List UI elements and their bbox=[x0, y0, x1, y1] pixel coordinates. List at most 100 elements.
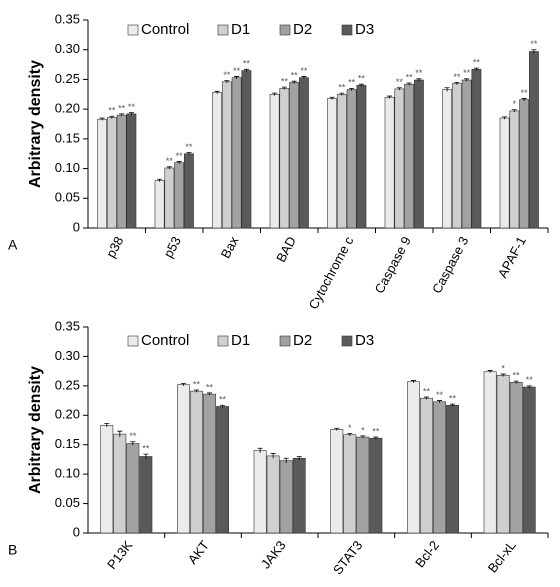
significance-mark: ** bbox=[128, 102, 136, 112]
significance-mark: ** bbox=[513, 371, 521, 381]
significance-mark: ** bbox=[300, 66, 308, 76]
legend-label: D3 bbox=[355, 21, 374, 38]
significance-mark: ** bbox=[281, 77, 289, 87]
y-tick-label: 0.10 bbox=[55, 466, 80, 481]
error-bar bbox=[531, 49, 537, 54]
error-bar bbox=[339, 92, 345, 96]
error-bar bbox=[347, 433, 353, 436]
error-bar bbox=[257, 447, 263, 453]
bar bbox=[241, 70, 252, 229]
significance-mark: ** bbox=[396, 77, 404, 87]
bar bbox=[404, 83, 415, 229]
x-tick-label: AKT bbox=[185, 538, 212, 567]
legend-swatch bbox=[279, 24, 291, 36]
bar bbox=[266, 455, 280, 534]
bar bbox=[113, 433, 127, 534]
legend-swatch bbox=[217, 335, 229, 347]
bar bbox=[336, 93, 347, 229]
y-axis-label: Arbitrary density bbox=[27, 60, 44, 188]
significance-mark: * bbox=[501, 363, 505, 373]
x-tick-label: JAK3 bbox=[258, 538, 289, 572]
bar bbox=[461, 79, 472, 229]
legend-label: Control bbox=[141, 21, 189, 38]
bar bbox=[529, 51, 539, 229]
error-bar bbox=[119, 113, 125, 117]
error-bar bbox=[301, 76, 307, 79]
significance-mark: ** bbox=[463, 68, 471, 78]
significance-mark: ** bbox=[243, 59, 251, 69]
error-bar bbox=[283, 457, 289, 463]
bar bbox=[356, 436, 370, 534]
significance-mark: ** bbox=[166, 156, 174, 166]
y-tick-label: 0.25 bbox=[55, 71, 80, 86]
bar bbox=[442, 89, 452, 229]
bar bbox=[414, 79, 424, 229]
error-bar bbox=[220, 404, 226, 408]
legend-swatch bbox=[341, 24, 353, 36]
error-bar bbox=[329, 96, 335, 100]
error-bar bbox=[502, 116, 508, 120]
significance-mark: ** bbox=[372, 426, 380, 436]
error-bar bbox=[454, 82, 460, 85]
error-bar bbox=[109, 115, 115, 119]
bar bbox=[369, 437, 383, 534]
significance-mark: ** bbox=[348, 78, 356, 88]
bar bbox=[139, 456, 153, 534]
bar bbox=[184, 153, 194, 229]
panel-label: B bbox=[8, 542, 17, 558]
error-bar bbox=[423, 396, 429, 400]
bar bbox=[174, 162, 185, 229]
error-bar bbox=[387, 95, 393, 99]
y-tick-label: 0 bbox=[73, 219, 80, 234]
bar bbox=[279, 88, 290, 229]
significance-mark: ** bbox=[521, 88, 529, 98]
x-tick-label: p53 bbox=[161, 234, 184, 260]
error-bar bbox=[281, 86, 287, 90]
error-bar bbox=[180, 383, 186, 386]
bar bbox=[231, 77, 242, 229]
legend-label: D2 bbox=[293, 21, 312, 38]
bar bbox=[407, 381, 420, 534]
significance-mark: ** bbox=[358, 74, 366, 84]
bar bbox=[499, 117, 510, 229]
bar bbox=[446, 404, 459, 534]
y-tick-label: 0.15 bbox=[55, 130, 80, 145]
bar bbox=[519, 99, 530, 229]
error-bar bbox=[521, 98, 527, 101]
y-tick-label: 0.30 bbox=[55, 348, 80, 363]
legend-label: D2 bbox=[293, 332, 312, 349]
y-tick-label: 0 bbox=[73, 524, 80, 539]
bar bbox=[509, 382, 523, 534]
x-tick-label: BAD bbox=[273, 234, 299, 265]
error-bar bbox=[406, 82, 412, 86]
error-bar bbox=[410, 380, 416, 383]
y-tick-label: 0.20 bbox=[55, 407, 80, 422]
bar bbox=[269, 93, 280, 229]
x-tick-label: Cytochrome c bbox=[306, 234, 357, 312]
x-tick-label: Caspase 3 bbox=[429, 234, 471, 296]
legend-swatch bbox=[341, 335, 353, 347]
bar bbox=[100, 424, 114, 534]
significance-mark: ** bbox=[176, 151, 184, 161]
error-bar bbox=[358, 83, 364, 87]
error-bar bbox=[473, 67, 479, 71]
legend-swatch bbox=[217, 24, 229, 36]
significance-mark: ** bbox=[530, 39, 538, 49]
x-tick-label: Bcl-2 bbox=[412, 538, 442, 571]
bar bbox=[522, 386, 536, 534]
bar bbox=[292, 457, 306, 534]
bar bbox=[384, 96, 395, 229]
error-bar bbox=[373, 436, 379, 440]
significance-mark: ** bbox=[291, 71, 299, 81]
bar bbox=[126, 443, 140, 534]
y-tick-label: 0.05 bbox=[55, 495, 80, 510]
error-bar bbox=[207, 392, 213, 396]
error-bar bbox=[513, 380, 519, 384]
error-bar bbox=[176, 161, 182, 164]
bar bbox=[216, 406, 229, 534]
bar bbox=[106, 117, 117, 229]
legend-label: D1 bbox=[231, 332, 250, 349]
significance-mark: * bbox=[513, 99, 517, 109]
significance-mark: ** bbox=[526, 375, 534, 385]
significance-mark: ** bbox=[449, 393, 457, 403]
